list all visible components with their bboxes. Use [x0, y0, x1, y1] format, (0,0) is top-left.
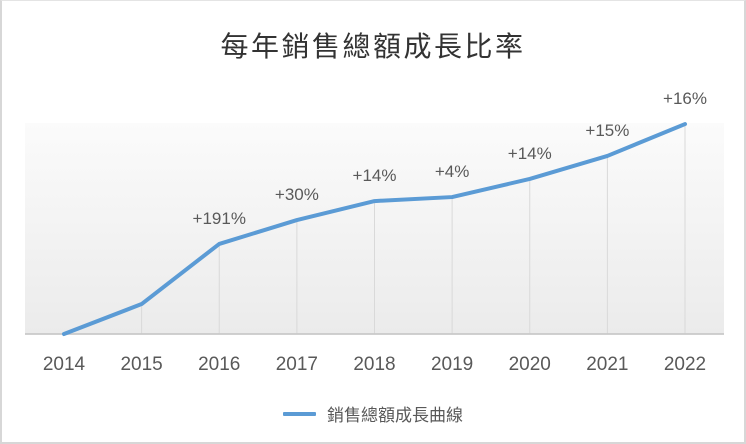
data-label: +30% [274, 185, 319, 205]
series-line-sales-growth [62, 122, 687, 336]
data-label: +15% [585, 120, 630, 140]
drop-lines-group [141, 124, 686, 334]
data-label: +4% [434, 162, 470, 182]
data-label: +16% [663, 89, 707, 109]
legend-line-marker [283, 411, 316, 416]
x-axis-label: 2016 [198, 354, 241, 375]
data-label: +191% [192, 208, 246, 228]
x-axis-label: 2017 [275, 354, 319, 375]
x-axis-label: 2021 [586, 354, 629, 375]
x-axis-label: 2018 [353, 354, 396, 375]
data-label: +14% [507, 143, 552, 163]
x-axis-label: 2019 [430, 354, 474, 375]
x-axis-label: 2015 [120, 354, 163, 375]
chart-title: 每年銷售總額成長比率 [220, 31, 526, 62]
legend-label: 銷售總額成長曲線 [327, 406, 463, 425]
data-label: +14% [352, 166, 397, 186]
legend[interactable]: 銷售總額成長曲線 [2, 401, 744, 426]
x-axis-label: 2014 [42, 354, 86, 375]
x-axis-label: 2020 [508, 354, 551, 375]
x-axis-label: 2022 [663, 354, 707, 375]
